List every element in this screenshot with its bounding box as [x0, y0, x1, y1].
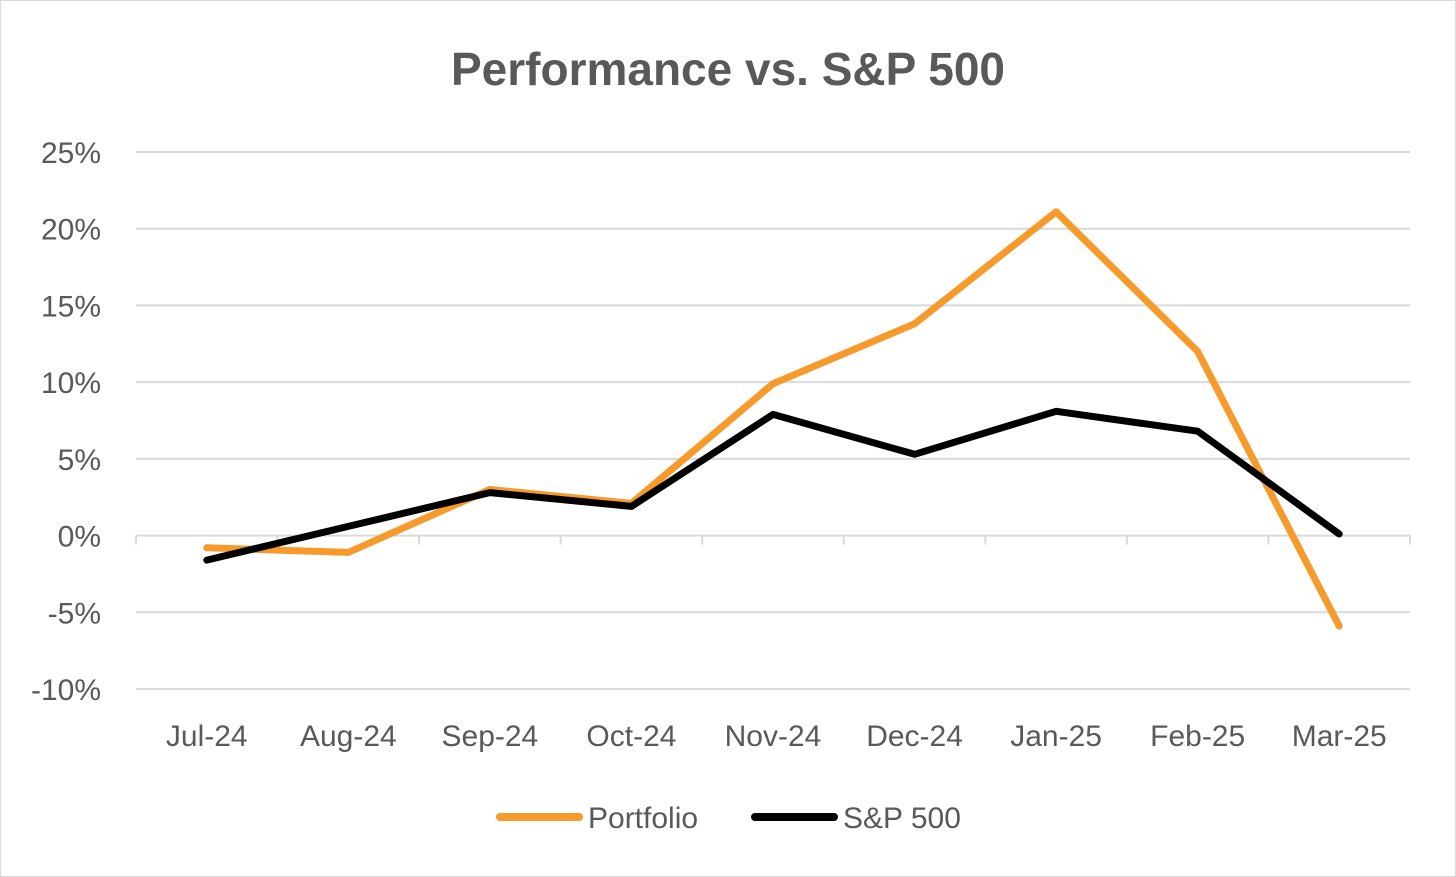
x-tick-label: Dec-24	[866, 720, 963, 753]
legend-label: S&P 500	[843, 802, 961, 835]
x-tick-label: Oct-24	[586, 720, 676, 753]
series-lines	[203, 208, 1343, 630]
y-tick-label: 15%	[41, 290, 101, 323]
x-tick-label: Nov-24	[725, 720, 822, 753]
y-tick-label: -5%	[48, 597, 101, 630]
legend-label: Portfolio	[588, 802, 698, 835]
legend: Portfolio S&P 500	[496, 802, 961, 835]
x-tick-label: Jul-24	[166, 720, 248, 753]
x-tick-label: Feb-25	[1150, 720, 1245, 753]
x-tick-label: Jan-25	[1010, 720, 1102, 753]
x-tick-label: Mar-25	[1292, 720, 1387, 753]
y-tick-label: -10%	[31, 674, 101, 707]
y-tick-label: 10%	[41, 367, 101, 400]
x-tick-label: Aug-24	[300, 720, 397, 753]
x-axis-ticks: Jul-24 Aug-24 Sep-24 Oct-24 Nov-24 Dec-24 Jan-…	[166, 720, 1387, 753]
chart-title: Performance vs. S&P 500	[451, 43, 1005, 95]
y-tick-label: 0%	[58, 521, 101, 554]
x-tick-label: Sep-24	[442, 720, 539, 753]
y-axis-ticks: 25% 20% 15% 10% 5% 0% -5% -10%	[31, 137, 101, 707]
series-line-sp500	[203, 407, 1343, 564]
series-line-portfolio	[203, 208, 1343, 630]
y-tick-label: 25%	[41, 137, 101, 170]
y-tick-label: 20%	[41, 214, 101, 247]
gridlines	[135, 151, 1411, 690]
y-tick-label: 5%	[58, 444, 101, 477]
